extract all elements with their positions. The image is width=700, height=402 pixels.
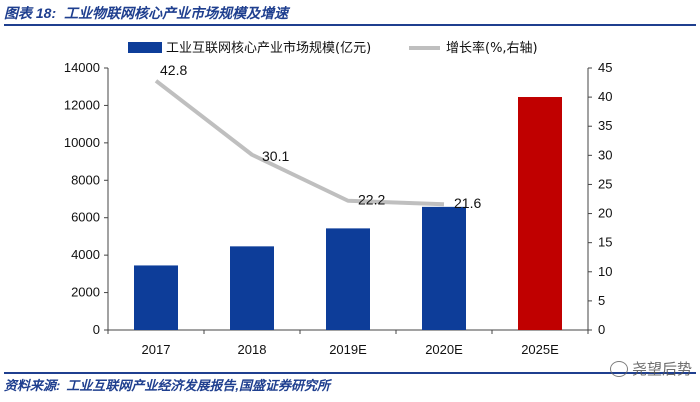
bar <box>230 246 274 330</box>
figure-title-bar: 图表 18: 工业物联网核心产业市场规模及增速 <box>4 2 696 26</box>
y-left-tick-label: 14000 <box>64 60 100 75</box>
bar <box>422 206 466 330</box>
y-left-tick-label: 8000 <box>71 172 100 187</box>
bar <box>134 265 178 330</box>
y-left-tick-label: 12000 <box>64 97 100 112</box>
y-right-tick-label: 35 <box>598 118 612 133</box>
line-data-label: 42.8 <box>160 62 187 78</box>
x-tick-label: 2025E <box>521 342 559 357</box>
y-right-tick-label: 15 <box>598 235 612 250</box>
y-right-tick-label: 10 <box>598 264 612 279</box>
legend-swatch-bar <box>128 42 162 53</box>
y-left-tick-label: 10000 <box>64 135 100 150</box>
y-right-tick-label: 45 <box>598 60 612 75</box>
y-right-tick-label: 20 <box>598 206 612 221</box>
y-right-tick-label: 5 <box>598 293 605 308</box>
line-data-label: 21.6 <box>454 195 481 211</box>
x-tick-label: 2019E <box>329 342 367 357</box>
wechat-icon <box>609 360 628 377</box>
source-label: 资料来源: <box>4 378 61 393</box>
y-left-tick-label: 2000 <box>71 285 100 300</box>
figure-label: 图表 18: <box>4 5 57 21</box>
figure-source: 资料来源: 工业互联网产业经济发展报告,国盛证券研究所 <box>4 372 696 400</box>
watermark: 尧望后势 <box>609 358 692 379</box>
x-tick-label: 2018 <box>238 342 267 357</box>
legend-label-bar: 工业互联网核心产业市场规模(亿元) <box>166 40 371 56</box>
y-left-tick-label: 4000 <box>71 247 100 262</box>
y-right-tick-label: 40 <box>598 89 612 104</box>
y-right-tick-label: 30 <box>598 147 612 162</box>
bar <box>326 228 370 330</box>
y-right-tick-label: 25 <box>598 176 612 191</box>
figure-title: 工业物联网核心产业市场规模及增速 <box>64 5 289 21</box>
source-text: 工业互联网产业经济发展报告,国盛证券研究所 <box>66 378 330 393</box>
legend-label-line: 增长率(%,右轴) <box>446 40 538 56</box>
line-data-label: 22.2 <box>358 192 385 208</box>
y-right-tick-label: 0 <box>598 322 605 337</box>
line-data-label: 30.1 <box>262 148 289 164</box>
x-tick-label: 2020E <box>425 342 463 357</box>
bar <box>518 97 562 330</box>
y-left-tick-label: 6000 <box>71 210 100 225</box>
watermark-text: 尧望后势 <box>631 361 692 378</box>
growth-line <box>154 79 445 207</box>
y-left-tick-label: 0 <box>93 322 100 337</box>
x-tick-label: 2017 <box>142 342 171 357</box>
